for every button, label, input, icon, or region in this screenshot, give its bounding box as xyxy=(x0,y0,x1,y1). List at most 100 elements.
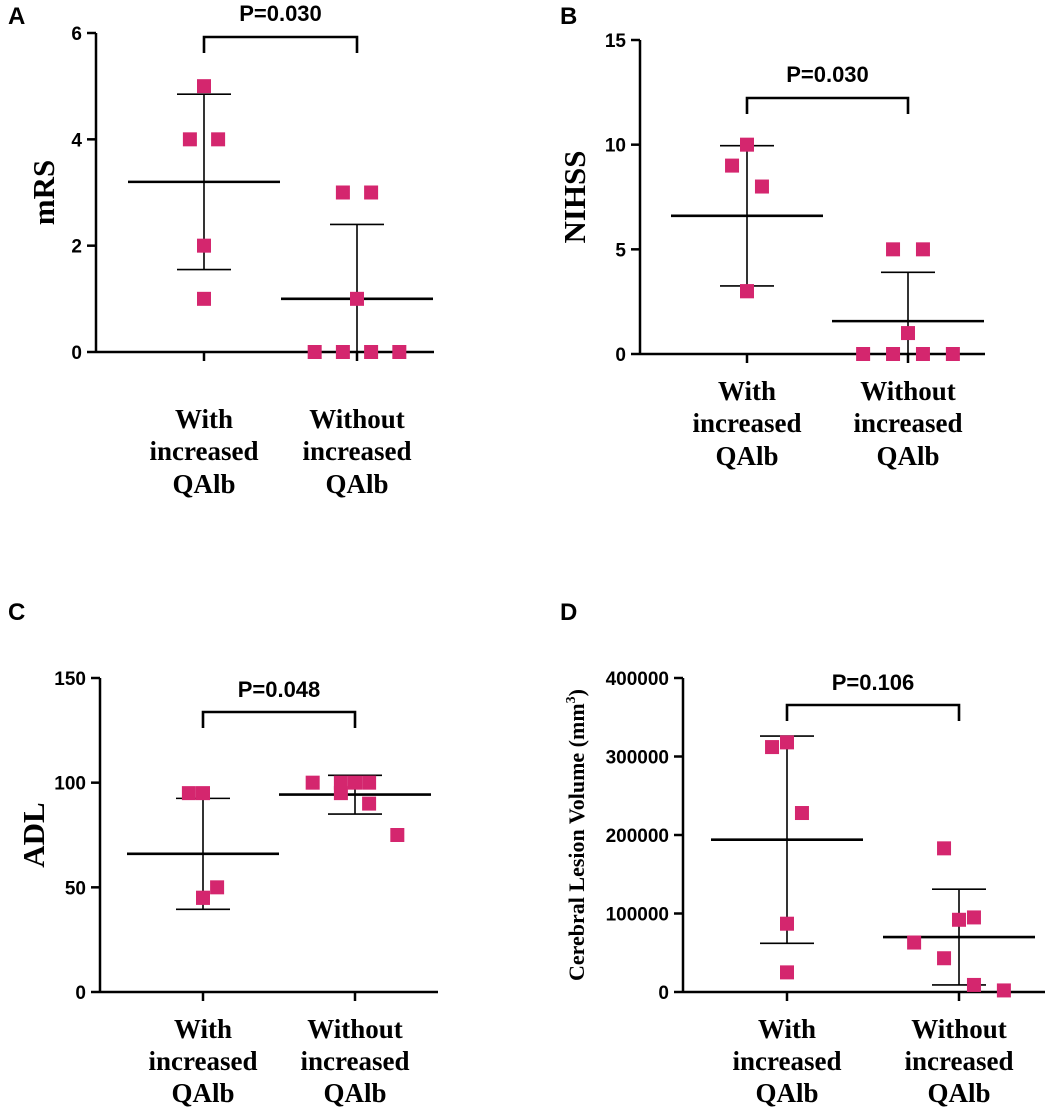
y-tick-label: 4 xyxy=(71,130,82,151)
data-point xyxy=(362,775,377,790)
data-point xyxy=(765,740,780,755)
y-tick-label: 0 xyxy=(658,983,669,1004)
data-point xyxy=(182,132,197,147)
category-label: With xyxy=(758,1014,816,1044)
category-label: Without xyxy=(911,1014,1007,1044)
y-tick-label: 400000 xyxy=(606,669,669,690)
data-point xyxy=(335,185,350,200)
category-label: QAlb xyxy=(715,441,778,471)
data-point xyxy=(740,284,754,299)
data-point xyxy=(348,775,362,790)
data-point xyxy=(966,977,981,992)
data-point xyxy=(915,242,930,257)
data-point xyxy=(390,828,405,842)
data-point xyxy=(350,291,364,306)
data-point xyxy=(196,786,210,801)
panel-letter: B xyxy=(560,3,577,30)
category-label: With xyxy=(175,404,233,434)
category-label: QAlb xyxy=(876,441,939,471)
y-tick-label: 100000 xyxy=(606,905,669,926)
panel-D: D0100000200000300000400000WithincreasedQ… xyxy=(560,599,1045,1108)
data-point xyxy=(740,137,754,152)
data-point xyxy=(392,345,407,359)
panel-letter: C xyxy=(8,599,25,626)
panel-letter: A xyxy=(8,3,25,30)
y-tick-label: 150 xyxy=(54,669,86,690)
significance-bracket xyxy=(785,703,961,721)
data-point xyxy=(780,916,794,931)
data-point xyxy=(780,735,794,750)
y-axis-title-part: ) xyxy=(564,689,589,696)
data-point xyxy=(937,841,952,856)
data-point xyxy=(307,345,322,359)
data-point xyxy=(197,238,211,253)
y-tick-label: 0 xyxy=(71,343,82,364)
data-point xyxy=(794,806,809,821)
data-point xyxy=(856,347,871,361)
y-tick-label: 100 xyxy=(54,774,86,795)
y-axis-title-part: Cerebral Lesion Volume (mm xyxy=(564,703,589,981)
data-point xyxy=(996,983,1011,998)
data-point xyxy=(945,347,960,361)
data-point xyxy=(197,291,211,306)
category-label: increased xyxy=(301,1046,410,1076)
category-label: QAlb xyxy=(755,1078,818,1108)
data-point xyxy=(937,951,952,966)
y-tick-label: 50 xyxy=(65,878,86,899)
data-point xyxy=(952,912,966,927)
data-point xyxy=(211,132,226,147)
y-tick-label: 10 xyxy=(605,136,626,157)
y-axis-title: ADL xyxy=(16,802,51,867)
category-label: QAlb xyxy=(325,469,388,499)
category-label: With xyxy=(174,1014,232,1044)
category-label: QAlb xyxy=(323,1078,386,1108)
y-tick-label: 15 xyxy=(605,31,627,52)
data-point xyxy=(901,326,915,341)
category-label: With xyxy=(718,376,776,406)
category-label: increased xyxy=(854,408,963,438)
panel-A: A0246WithincreasedQAlbWithoutincreasedQA… xyxy=(8,1,434,499)
data-point xyxy=(364,345,379,359)
p-value-label: P=0.106 xyxy=(832,670,915,695)
panel-letter: D xyxy=(560,599,577,626)
y-tick-label: 5 xyxy=(615,240,626,261)
y-tick-label: 6 xyxy=(71,24,82,45)
category-label: increased xyxy=(150,436,259,466)
data-point xyxy=(754,179,769,194)
panel-B: B051015WithincreasedQAlbWithoutincreased… xyxy=(557,3,985,471)
data-point xyxy=(196,890,210,905)
data-point xyxy=(907,935,922,950)
category-label: QAlb xyxy=(927,1078,990,1108)
data-point xyxy=(305,775,320,790)
p-value-label: P=0.030 xyxy=(239,1,322,26)
category-label: increased xyxy=(303,436,412,466)
data-point xyxy=(335,345,350,359)
data-point xyxy=(725,158,740,173)
category-label: Without xyxy=(860,376,956,406)
p-value-label: P=0.030 xyxy=(786,62,869,87)
category-label: increased xyxy=(149,1046,258,1076)
y-tick-label: 300000 xyxy=(606,748,669,769)
category-label: increased xyxy=(693,408,802,438)
p-value-label: P=0.048 xyxy=(238,677,321,702)
significance-bracket xyxy=(202,35,359,53)
data-point xyxy=(197,79,211,94)
data-point xyxy=(210,880,225,895)
significance-bracket xyxy=(745,96,910,114)
category-label: QAlb xyxy=(171,1078,234,1108)
category-label: increased xyxy=(905,1046,1014,1076)
data-point xyxy=(886,347,901,361)
data-point xyxy=(181,786,196,801)
data-point xyxy=(333,786,348,801)
category-label: increased xyxy=(733,1046,842,1076)
category-label: Without xyxy=(309,404,405,434)
y-axis-title: mRS xyxy=(26,160,61,225)
y-axis-title: NIHSS xyxy=(557,150,592,243)
significance-bracket xyxy=(201,710,357,728)
y-tick-label: 0 xyxy=(615,345,626,366)
y-tick-label: 200000 xyxy=(606,826,669,847)
category-label: QAlb xyxy=(172,469,235,499)
data-point xyxy=(886,242,901,257)
y-tick-label: 0 xyxy=(75,983,86,1004)
